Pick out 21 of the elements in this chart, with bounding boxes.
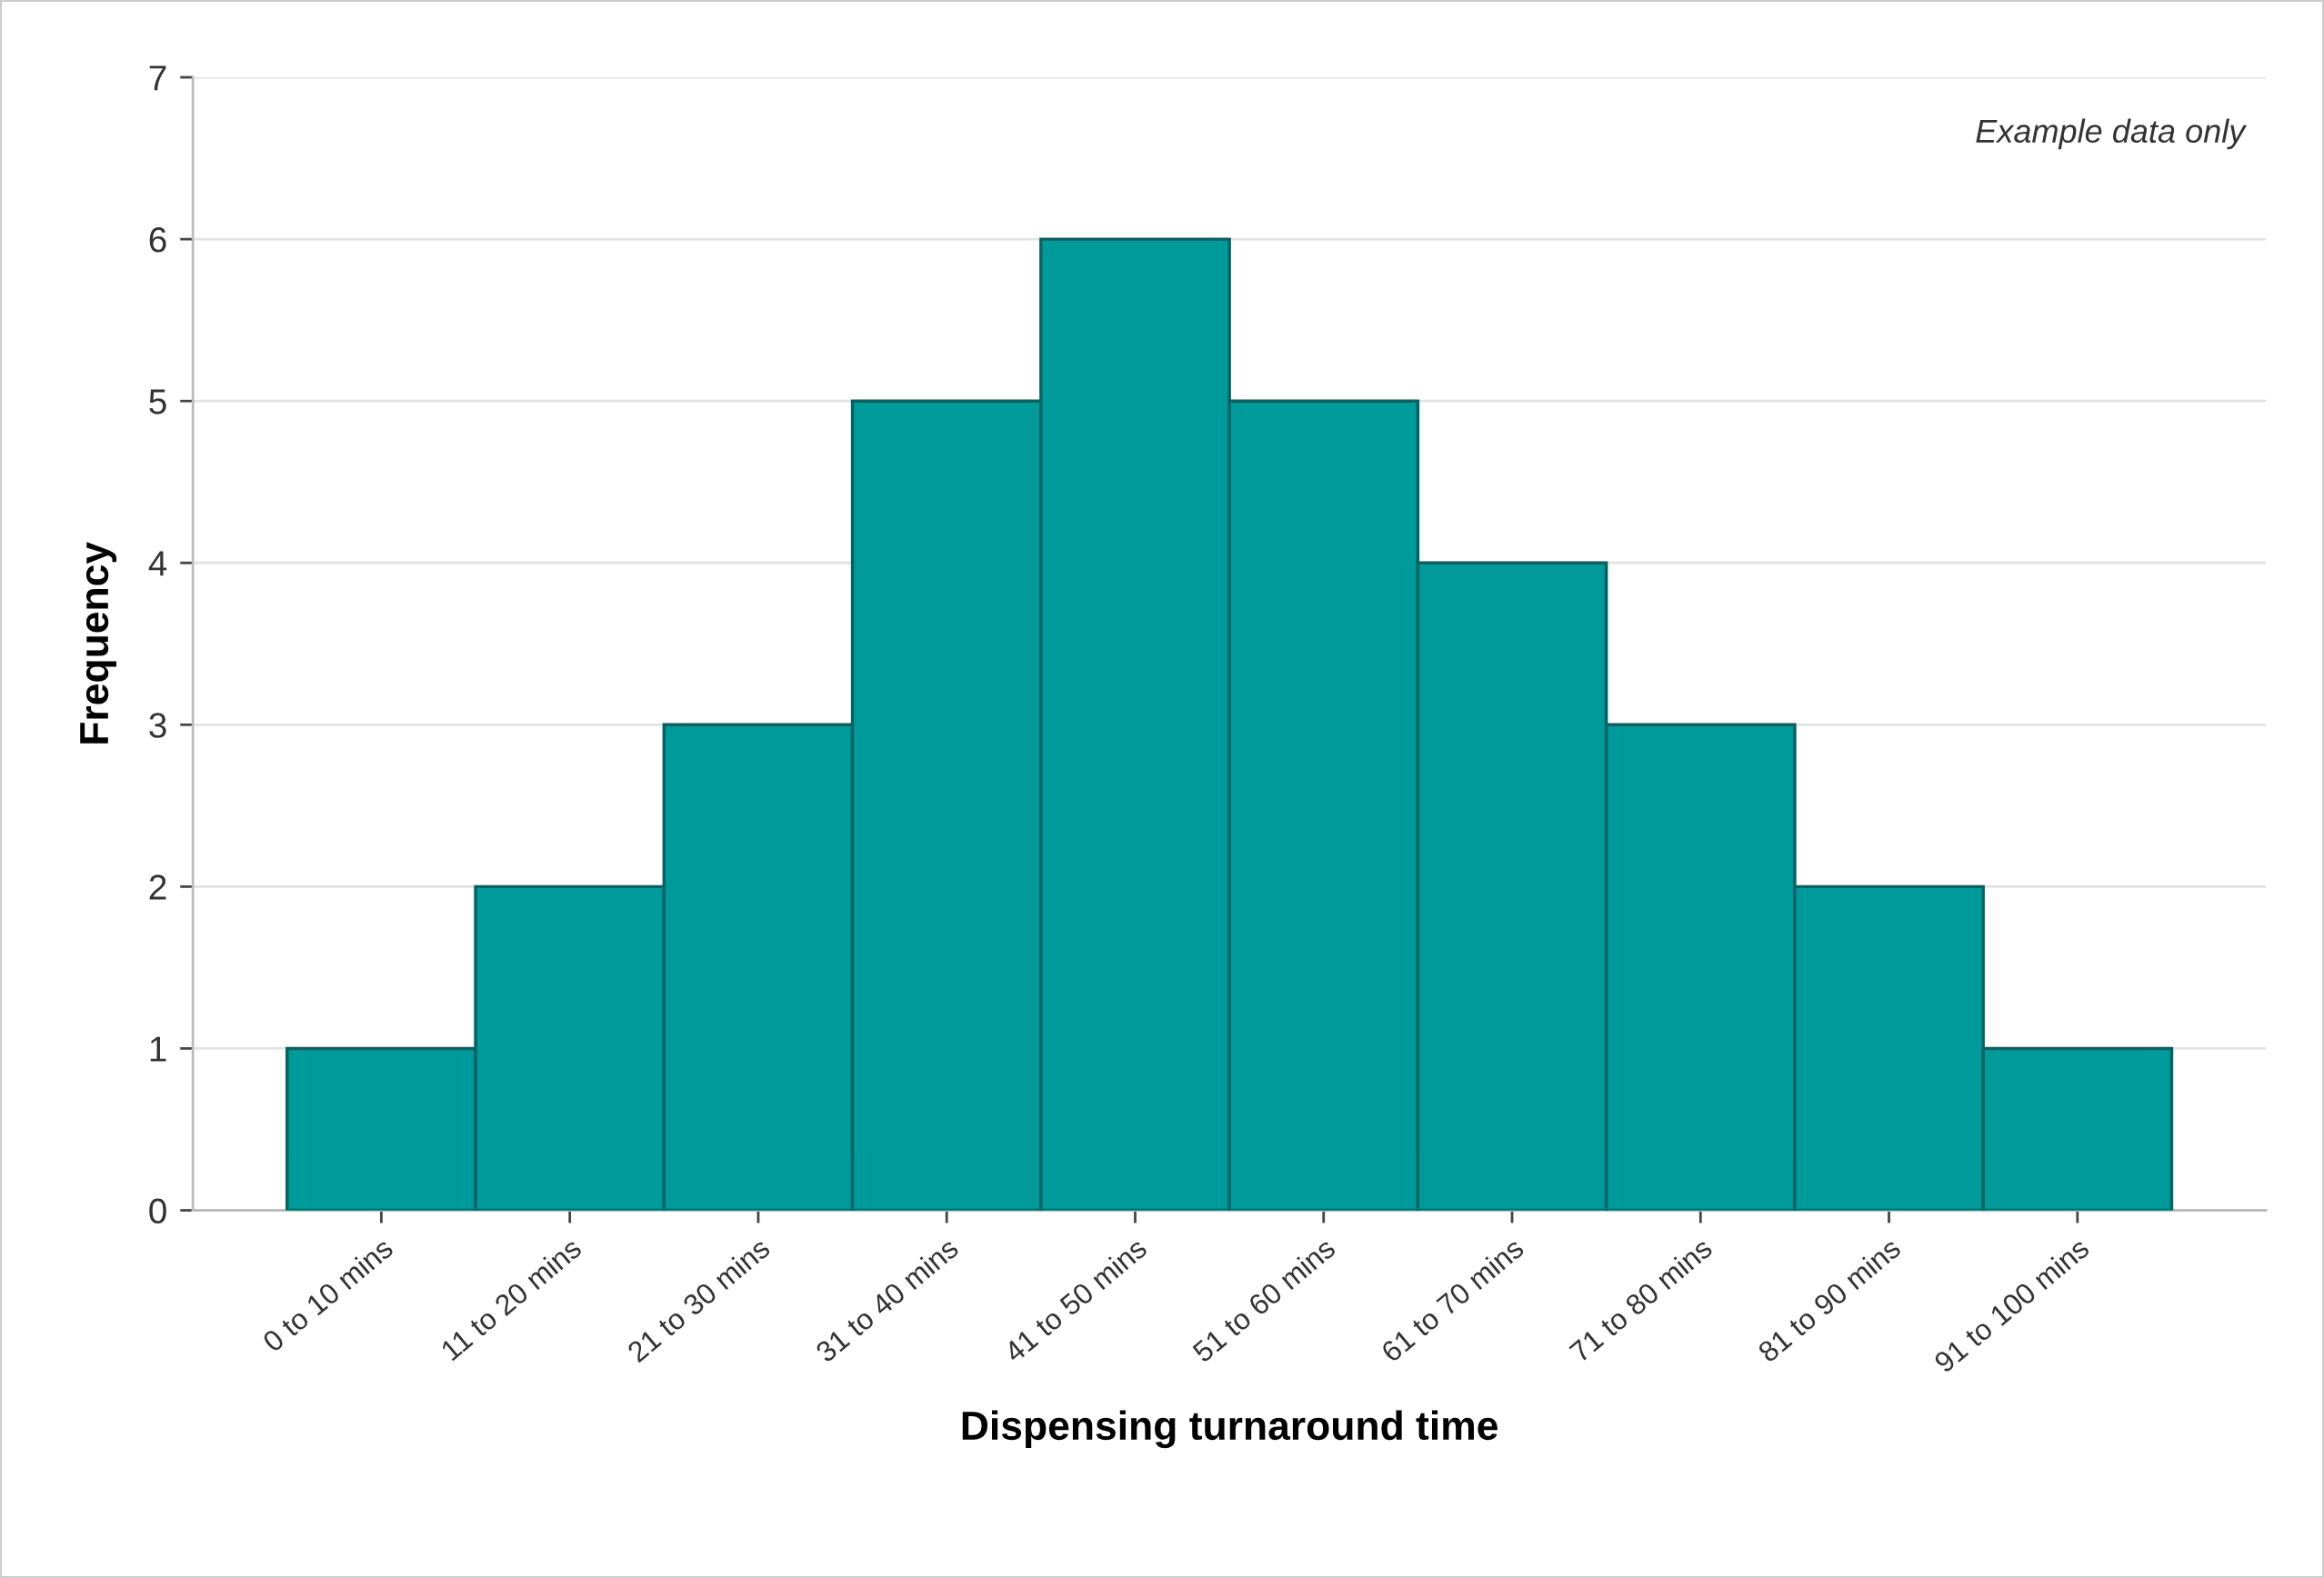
x-tick-label: 61 to 70 mins (1379, 1236, 1526, 1363)
y-axis-title: Frequency (80, 542, 117, 744)
x-tick-label: 41 to 50 mins (1002, 1236, 1148, 1364)
y-tick-label: 3 (149, 713, 166, 738)
x-tick-label: 91 to 100 mins (1932, 1236, 2091, 1373)
y-tick-label: 2 (149, 874, 166, 900)
y-tick-label: 4 (148, 551, 167, 576)
x-tick-label: 71 to 80 mins (1568, 1236, 1714, 1363)
y-tick-label: 6 (149, 227, 166, 253)
x-tick-label: 0 to 10 mins (261, 1236, 395, 1353)
y-tick-label: 5 (149, 389, 166, 414)
x-axis-title: Dispensing turnaround time (962, 1410, 1498, 1449)
x-tick-label: 31 to 40 mins (814, 1236, 960, 1363)
x-tick-label: 81 to 90 mins (1756, 1236, 1902, 1363)
y-tick-label: 7 (149, 65, 166, 91)
x-tick-label: 11 to 20 mins (439, 1236, 583, 1362)
x-tick-label: 21 to 30 mins (626, 1236, 772, 1363)
x-tick-label: 51 to 60 mins (1190, 1236, 1337, 1363)
annotation: Example data only (1976, 118, 2248, 150)
y-tick-label: 1 (150, 1036, 166, 1062)
y-tick-label: 0 (149, 1198, 166, 1223)
